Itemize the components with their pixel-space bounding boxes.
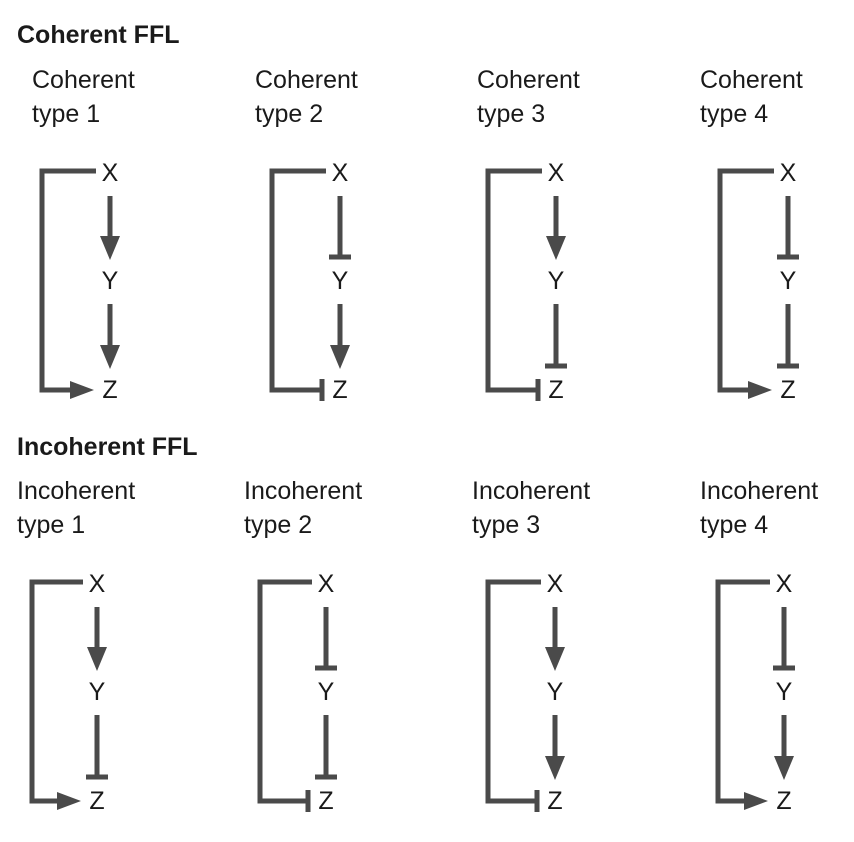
node-y-label: Y [547, 678, 564, 706]
section-title-coherent: Coherent FFL [17, 21, 180, 49]
edge-x-to-y [773, 607, 795, 671]
panel-label-line1: Coherent [477, 66, 580, 94]
edge-y-to-z [86, 715, 108, 780]
node-z-label: Z [332, 376, 347, 404]
edge-x-to-z [29, 579, 83, 810]
ffl-motif-incoherent-3: X Y Z [485, 570, 565, 815]
node-z-label: Z [89, 787, 104, 815]
edge-y-to-z [100, 304, 120, 369]
ffl-motif-coherent-2: X Y Z [269, 159, 351, 404]
node-x-label: X [318, 570, 335, 598]
panel-label-line2: type 4 [700, 100, 769, 128]
edge-y-to-z [315, 715, 337, 780]
panel-label-line1: Coherent [32, 66, 135, 94]
panel-label-coherent-2: Coherent type 2 [255, 63, 358, 131]
panel-label-line2: type 3 [477, 100, 546, 128]
panel-label-incoherent-4: Incoherent type 4 [700, 474, 818, 542]
edge-x-to-z [485, 168, 542, 401]
panel-label-line1: Incoherent [17, 477, 136, 505]
edge-x-to-z [39, 168, 96, 399]
node-z-label: Z [776, 787, 791, 815]
panel-label-line1: Coherent [255, 66, 358, 94]
node-y-label: Y [318, 678, 335, 706]
section-title-incoherent: Incoherent FFL [17, 433, 198, 461]
edge-x-to-y [777, 196, 799, 260]
node-y-label: Y [102, 267, 119, 295]
edge-x-to-y [545, 607, 565, 671]
edge-x-to-y [329, 196, 351, 260]
node-x-label: X [332, 159, 349, 187]
panel-label-line1: Coherent [700, 66, 803, 94]
panel-label-line2: type 1 [32, 100, 101, 128]
edge-y-to-z [330, 304, 350, 369]
node-y-label: Y [89, 678, 106, 706]
panel-label-line2: type 3 [472, 511, 541, 539]
edge-x-to-y [100, 196, 120, 260]
node-z-label: Z [318, 787, 333, 815]
edge-x-to-z [269, 168, 326, 401]
ffl-motif-incoherent-1: X Y Z [29, 570, 108, 815]
edge-y-to-z [545, 715, 565, 780]
node-x-label: X [780, 159, 797, 187]
node-x-label: X [776, 570, 793, 598]
node-y-label: Y [332, 267, 349, 295]
panel-label-line2: type 2 [244, 511, 313, 539]
edge-x-to-z [257, 579, 312, 812]
node-z-label: Z [547, 787, 562, 815]
node-z-label: Z [548, 376, 563, 404]
panel-label-incoherent-1: Incoherent type 1 [17, 474, 135, 542]
panel-label-incoherent-2: Incoherent type 2 [244, 474, 362, 542]
edge-x-to-y [87, 607, 107, 671]
node-z-label: Z [780, 376, 795, 404]
node-x-label: X [547, 570, 564, 598]
panel-label-line1: Incoherent [244, 477, 363, 505]
node-x-label: X [89, 570, 106, 598]
node-y-label: Y [780, 267, 797, 295]
panel-label-line2: type 4 [700, 511, 769, 539]
edge-y-to-z [774, 715, 794, 780]
edge-x-to-y [315, 607, 337, 671]
panel-label-line1: Incoherent [472, 477, 591, 505]
panel-label-line2: type 2 [255, 100, 324, 128]
panel-label-coherent-3: Coherent type 3 [477, 63, 580, 131]
node-y-label: Y [548, 267, 565, 295]
panel-label-line2: type 1 [17, 511, 86, 539]
ffl-motif-coherent-1: X Y Z [39, 159, 120, 404]
edge-y-to-z [777, 304, 799, 369]
panel-label-incoherent-3: Incoherent type 3 [472, 474, 590, 542]
panel-label-coherent-4: Coherent type 4 [700, 63, 803, 131]
edge-x-to-z [715, 579, 770, 810]
edge-x-to-y [546, 196, 566, 260]
ffl-motif-incoherent-2: X Y Z [257, 570, 337, 815]
node-x-label: X [102, 159, 119, 187]
node-y-label: Y [776, 678, 793, 706]
edge-x-to-z [717, 168, 774, 399]
ffl-motif-coherent-3: X Y Z [485, 159, 567, 404]
ffl-motif-incoherent-4: X Y Z [715, 570, 795, 815]
panel-label-coherent-1: Coherent type 1 [32, 63, 135, 131]
edge-y-to-z [545, 304, 567, 369]
edge-x-to-z [485, 579, 541, 812]
ffl-motif-coherent-4: X Y Z [717, 159, 799, 404]
panel-label-line1: Incoherent [700, 477, 819, 505]
node-z-label: Z [102, 376, 117, 404]
node-x-label: X [548, 159, 565, 187]
